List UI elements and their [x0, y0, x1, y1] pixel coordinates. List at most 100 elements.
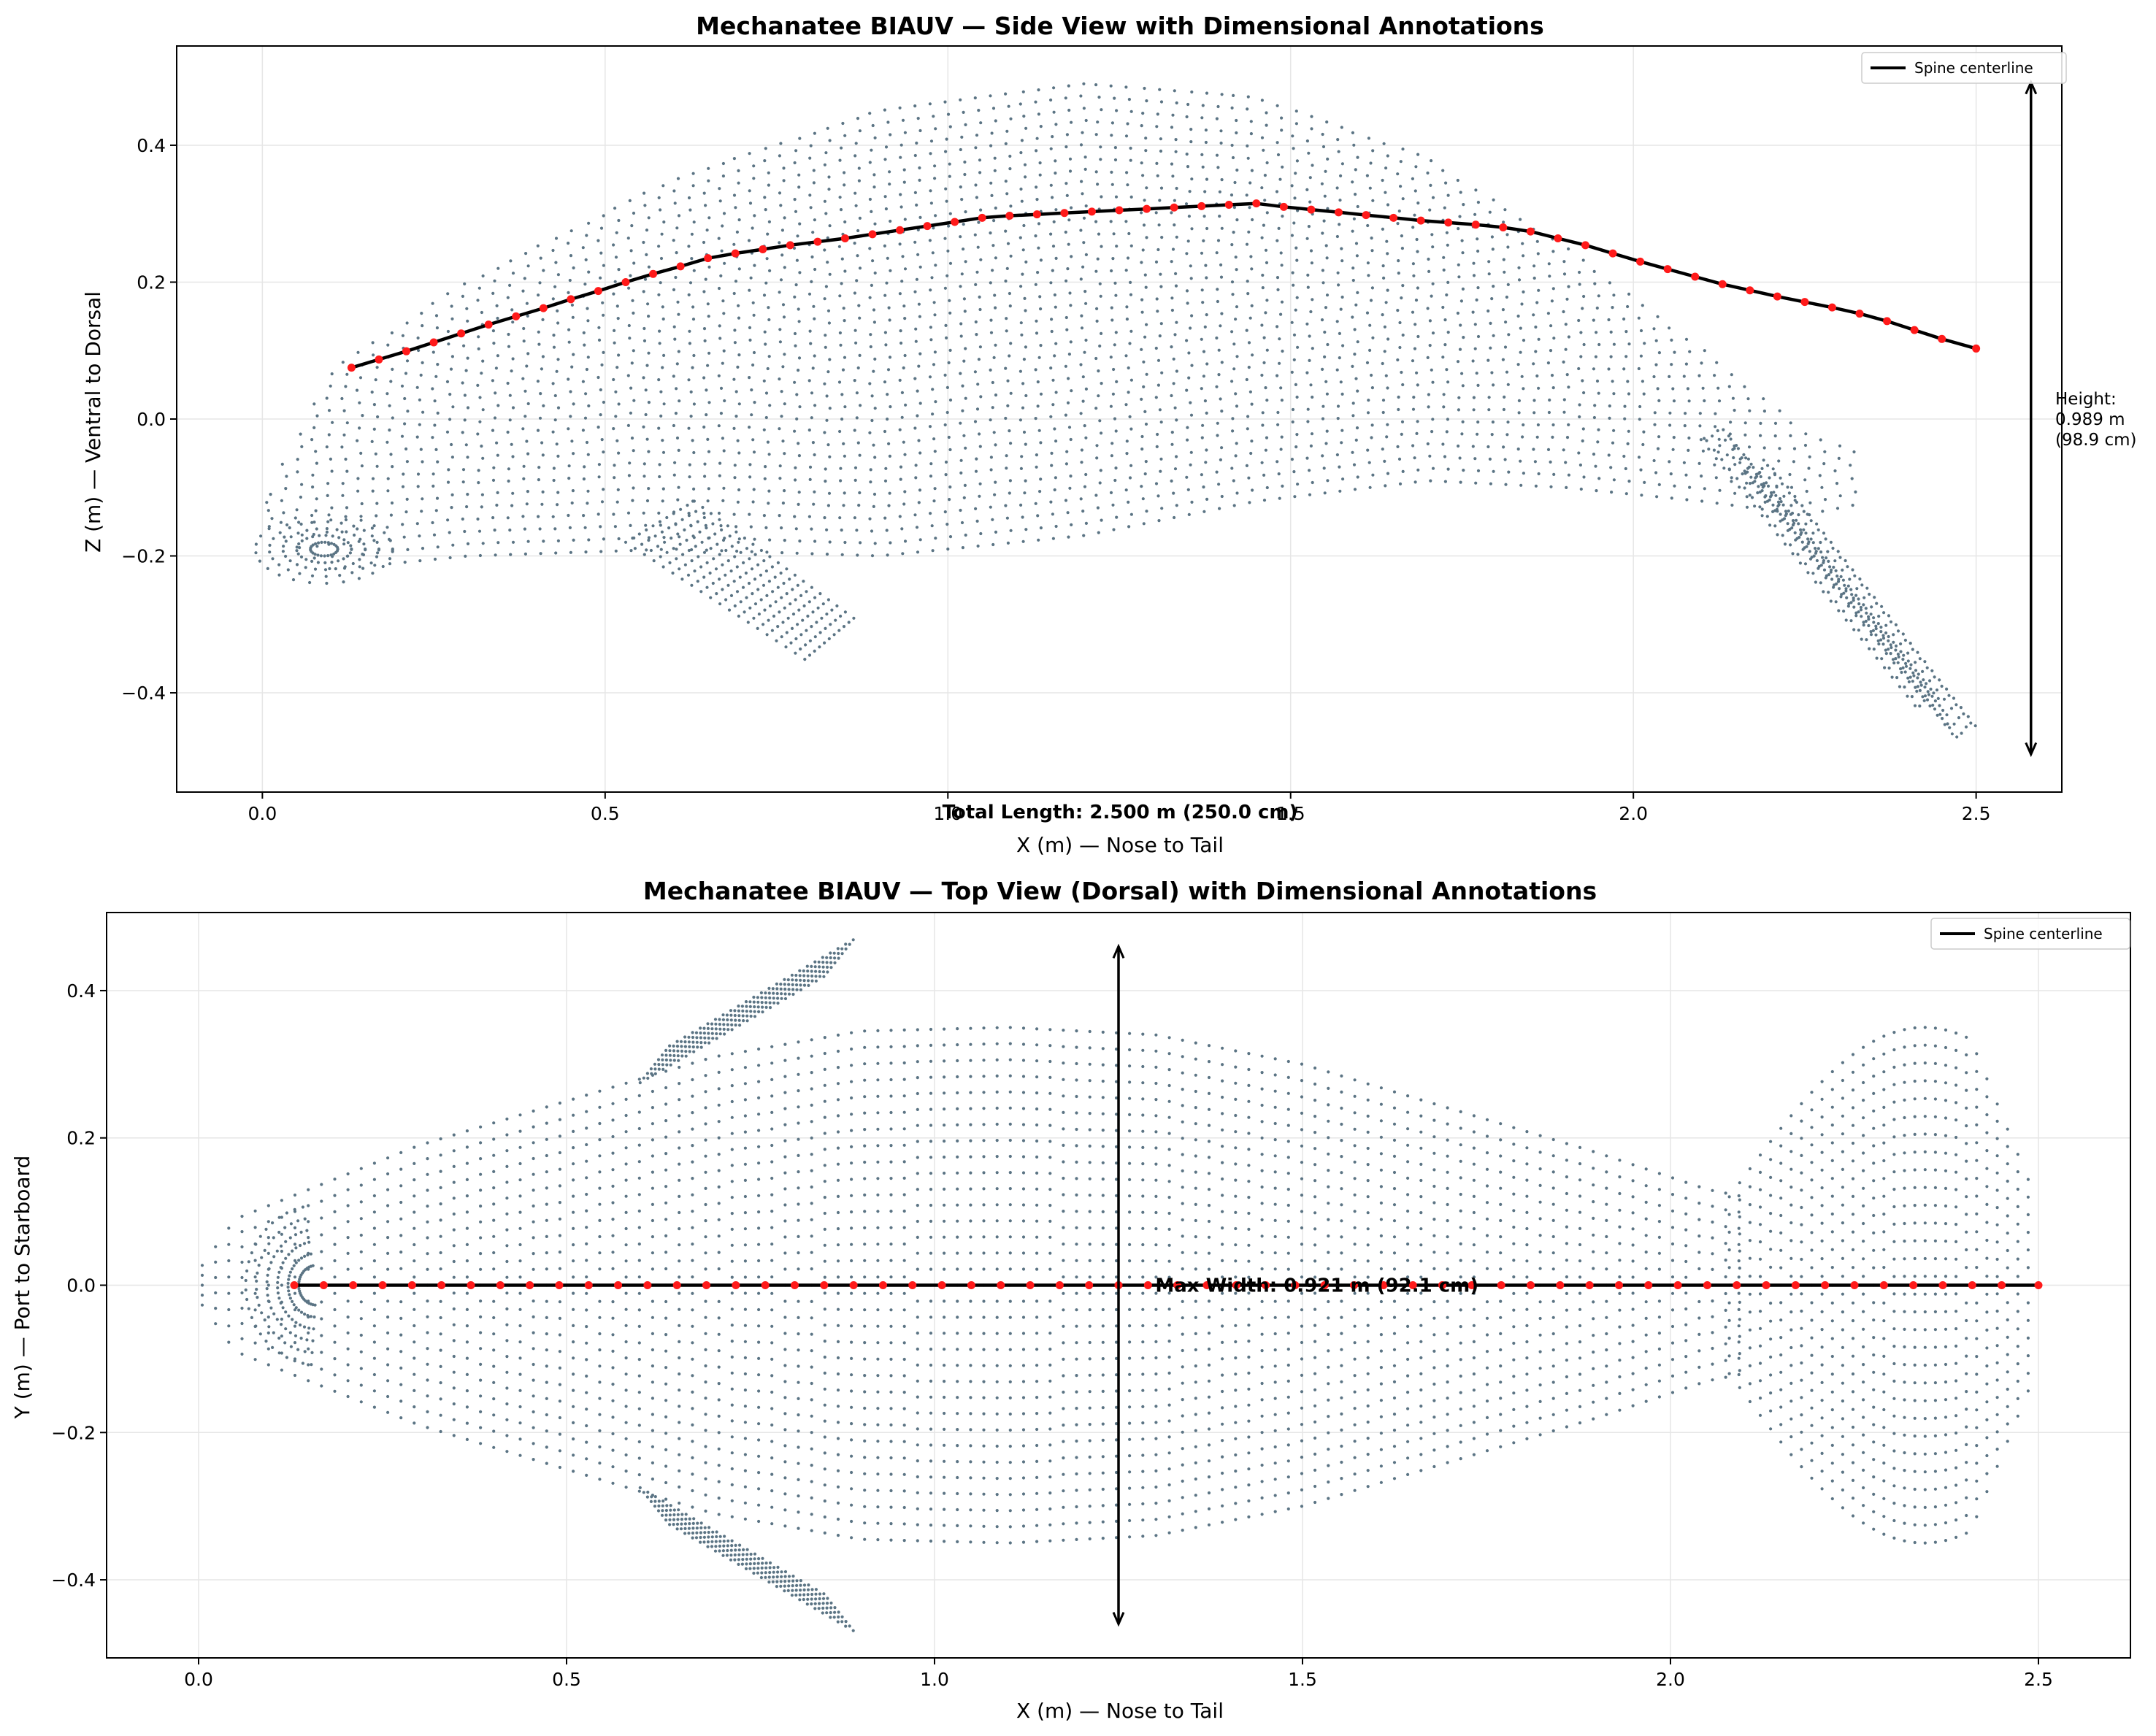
spine-point: [1556, 1281, 1565, 1289]
spine-point: [429, 338, 438, 347]
top-view-ylabel: Y (m) — Port to Starboard: [10, 1156, 34, 1420]
spine-point: [1408, 1281, 1417, 1289]
spine-point: [319, 1281, 328, 1289]
spine-point: [759, 245, 767, 253]
spine-point: [1673, 1281, 1682, 1289]
y-tick-label: 0.4: [137, 135, 166, 156]
spine-point: [1334, 208, 1343, 217]
arrow-head: [1112, 943, 1125, 959]
top-view-ticks: 0.0 0.5 1.0 1.5 2.0 2.5 −0.4 −0.2 0.0 0.2 0.4: [51, 980, 2053, 1690]
spine-point: [997, 1281, 1005, 1289]
spine-point: [1173, 1281, 1182, 1289]
spine-point: [584, 1281, 593, 1289]
spine-point: [1883, 317, 1892, 326]
spine-point: [1279, 202, 1288, 211]
spine-point: [1055, 1281, 1064, 1289]
spine-point: [290, 1281, 299, 1289]
spine-point: [1224, 201, 1233, 210]
arrow-head: [2025, 742, 2038, 758]
spine-point: [1762, 1281, 1771, 1289]
y-tick-label: −0.4: [121, 683, 166, 704]
x-tick-label: 1.5: [1276, 803, 1305, 824]
side-view-panel: Mechanatee BIAUV — Side View with Dimens…: [81, 12, 2137, 857]
side-view-ylabel: Z (m) — Ventral to Dorsal: [81, 291, 105, 553]
y-tick-label: 0.0: [66, 1275, 96, 1297]
spine-point: [1909, 1281, 1918, 1289]
spine-point: [1499, 223, 1508, 231]
spine-point: [1170, 203, 1178, 212]
spine-point: [1032, 210, 1041, 219]
spine-point: [555, 1281, 564, 1289]
spine-point: [1350, 1281, 1359, 1289]
side-view-ticks: 0.0 0.5 1.0 1.5 2.0 2.5 −0.4 −0.2 0.0 0.2 0.4: [121, 135, 1990, 824]
side-view-legend-box: [1861, 52, 2067, 84]
spine-point: [896, 226, 905, 234]
spine-point: [347, 364, 356, 372]
top-view-legend-box: [1930, 918, 2130, 950]
spine-point: [1115, 206, 1124, 215]
spine-point: [1526, 227, 1535, 236]
spine-point: [923, 222, 932, 231]
x-tick-label: 2.0: [1619, 803, 1648, 824]
spine-point: [526, 1281, 534, 1289]
height-annotation-line-1: Height:: [2055, 390, 2117, 409]
spine-point: [702, 1281, 711, 1289]
x-tick-label: 1.5: [1288, 1669, 1317, 1690]
top-view-legend: Spine centerline: [1930, 918, 2130, 950]
top-view-legend-label: Spine centerline: [1984, 925, 2103, 942]
spine-point: [1938, 1281, 1947, 1289]
y-tick-label: −0.4: [51, 1570, 96, 1591]
width-dimension-arrow: [1112, 943, 1125, 1627]
spine-point: [1691, 272, 1700, 281]
y-tick-label: −0.2: [51, 1422, 96, 1443]
spine-point: [1879, 1281, 1888, 1289]
spine-point: [1703, 1281, 1711, 1289]
spine-point: [437, 1281, 446, 1289]
side-view-legend: Spine centerline: [1861, 52, 2067, 84]
spine-point: [539, 304, 548, 312]
spine-point: [761, 1281, 770, 1289]
x-tick-label: 0.0: [248, 803, 277, 824]
spine-point: [1085, 1281, 1094, 1289]
spine-point: [1143, 1281, 1152, 1289]
x-tick-label: 0.0: [184, 1669, 213, 1690]
spine-point: [1585, 1281, 1594, 1289]
spine-point: [1291, 1281, 1300, 1289]
side-view-point-cloud: [254, 82, 1977, 739]
spine-point: [1850, 1281, 1859, 1289]
spine-point: [704, 254, 713, 263]
spine-point: [868, 230, 877, 239]
spine-point: [951, 218, 959, 226]
spine-point: [840, 234, 849, 242]
spine-point: [1791, 1281, 1800, 1289]
side-view-title: Mechanatee BIAUV — Side View with Dimens…: [696, 12, 1544, 40]
spine-point: [1554, 234, 1562, 242]
spine-point: [1262, 1281, 1270, 1289]
spine-line: [350, 201, 1977, 369]
spine-point: [349, 1281, 358, 1289]
spine-point: [813, 237, 822, 246]
spine-point: [1938, 334, 1946, 343]
spine-point: [820, 1281, 829, 1289]
spine-point: [594, 287, 602, 296]
spine-point: [1202, 1281, 1211, 1289]
spine-point: [1614, 1281, 1623, 1289]
x-tick-label: 1.0: [920, 1669, 949, 1690]
spine-point: [790, 1281, 799, 1289]
spine-point: [731, 249, 740, 258]
top-view-title: Mechanatee BIAUV — Top View (Dorsal) wit…: [643, 877, 1597, 905]
spine-point: [1362, 211, 1370, 220]
spine-point: [1087, 207, 1096, 216]
spine-point: [1827, 303, 1836, 312]
y-tick-label: 0.2: [137, 272, 166, 293]
spine-point: [1718, 280, 1727, 288]
spine-point: [676, 262, 685, 271]
y-tick-label: 0.0: [137, 409, 166, 430]
spine-point: [621, 277, 630, 286]
spine-point: [786, 241, 794, 250]
top-view-panel: Mechanatee BIAUV — Top View (Dorsal) wit…: [10, 877, 2131, 1723]
spine-point: [1471, 220, 1480, 229]
spine-point: [1252, 199, 1261, 208]
spine-point: [1307, 205, 1316, 214]
spine-point: [1416, 216, 1425, 225]
